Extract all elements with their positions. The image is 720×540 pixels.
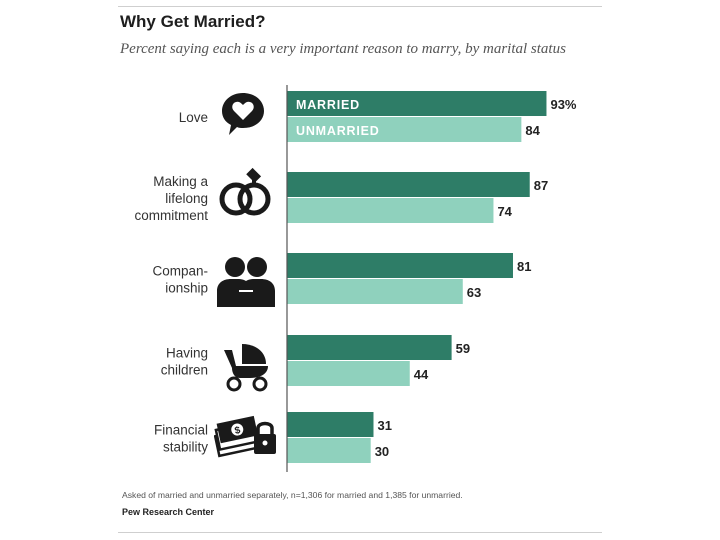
bars-group: [287, 91, 547, 463]
footnote: Asked of married and unmarried separatel…: [122, 490, 463, 500]
value-label-unmarried-4: 30: [375, 444, 389, 459]
value-label-married-1: 87: [534, 178, 548, 193]
value-label-married-4: 31: [377, 418, 391, 433]
bar-married-1: [287, 172, 530, 197]
category-label-4-line-0: Financial: [154, 423, 208, 438]
money-lock-icon: $: [214, 415, 276, 458]
bar-unmarried-2: [287, 279, 463, 304]
category-label-1-line-0: Making a: [153, 174, 208, 189]
couple-icon: [217, 257, 275, 307]
bar-married-3: [287, 335, 452, 360]
value-label-married-3: 59: [456, 341, 470, 356]
value-label-married-2: 81: [517, 259, 531, 274]
bar-unmarried-1: [287, 198, 494, 223]
bar-married-0: [287, 91, 547, 116]
bar-unmarried-3: [287, 361, 410, 386]
chart-title: Why Get Married?: [120, 12, 266, 31]
labels-group: 93% MARRIED 84 UNMARRIED Love 87 74 Making a lif…: [134, 97, 576, 459]
category-label-2-line-1: ionship: [165, 281, 208, 296]
bar-married-2: [287, 253, 513, 278]
bar-married-4: [287, 412, 374, 437]
heart-speech-bubble-icon: [222, 93, 264, 135]
value-label-unmarried-3: 44: [414, 367, 429, 382]
top-rule: [118, 6, 602, 7]
chart-subtitle: Percent saying each is a very important …: [120, 41, 566, 57]
value-label-unmarried-2: 63: [467, 285, 481, 300]
wedding-rings-icon: [219, 167, 271, 216]
bar-unmarried-0: [287, 117, 522, 142]
category-label-3-line-1: children: [161, 363, 208, 378]
category-label-1-line-2: commitment: [134, 208, 208, 223]
category-label-3-line-0: Having: [166, 346, 208, 361]
bar-unmarried-4: [287, 438, 371, 463]
legend-married: MARRIED: [296, 98, 360, 112]
bottom-rule: [118, 532, 602, 533]
category-label-2-line-0: Compan-: [152, 264, 208, 279]
baby-stroller-icon: [224, 344, 268, 392]
category-label-1-line-1: lifelong: [165, 191, 208, 206]
svg-text:$: $: [234, 425, 242, 437]
category-label-4-line-1: stability: [163, 440, 208, 455]
source-credit: Pew Research Center: [122, 507, 215, 517]
value-label-unmarried-0: 84: [525, 123, 540, 138]
legend-unmarried: UNMARRIED: [296, 124, 380, 138]
value-label-married-0: 93%: [550, 97, 576, 112]
category-label-0-line-0: Love: [179, 110, 208, 125]
value-label-unmarried-1: 74: [497, 204, 512, 219]
